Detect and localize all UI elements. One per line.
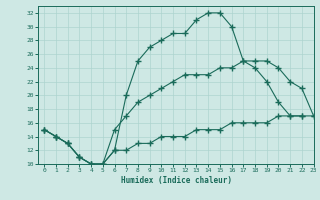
X-axis label: Humidex (Indice chaleur): Humidex (Indice chaleur)	[121, 176, 231, 185]
